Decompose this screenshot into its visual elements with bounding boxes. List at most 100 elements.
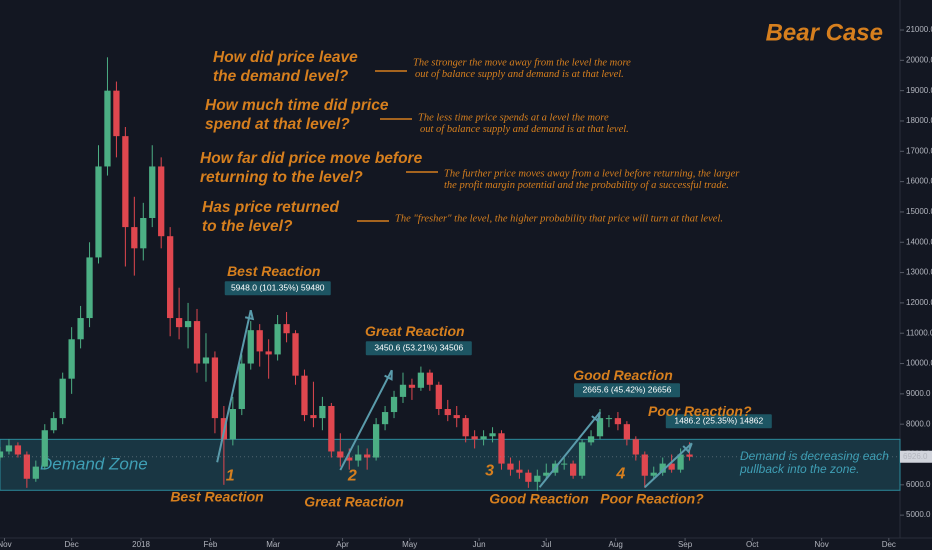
y-tick-label: 21000.0 [906,25,932,34]
candle-body [632,439,639,455]
candle-body [355,454,362,461]
y-tick-label: 15000.0 [906,207,932,216]
x-tick-label: Sep [678,540,693,549]
candle-body [211,357,219,419]
candle-body [319,405,326,419]
candle-body [292,333,299,376]
candle-body [426,372,433,385]
y-tick-label: 5000.0 [906,510,931,519]
measure-arrow [644,442,693,488]
x-tick-label: May [402,540,417,549]
x-tick-label: Nov [0,540,12,549]
measure-arrowhead [244,309,255,321]
reaction-number: 2 [347,467,357,484]
candle-body [346,457,353,461]
reaction-title: Good Reaction [573,367,673,383]
candle-body [641,454,648,476]
question-line: returning to the level? [200,169,363,186]
x-tick-label: 2018 [132,540,150,549]
candle-body [32,466,39,479]
reaction-bottom-label: Great Reaction [304,494,404,510]
reaction-number: 4 [615,465,625,482]
candle-body [167,236,174,319]
candle-body [68,339,75,379]
reaction-bottom-label: Best Reaction [170,489,263,505]
candle-body [149,166,156,219]
candle-body [0,451,4,458]
candle-body [184,321,192,328]
y-tick-label: 19000.0 [906,86,932,95]
x-tick-label: Jun [473,540,486,549]
explanation-line: The stronger the move away from the leve… [413,57,631,68]
demand-zone-label: Demand Zone [40,454,148,473]
candle-body [534,475,541,482]
y-tick-label: 17000.0 [906,146,932,155]
candle-body [587,436,595,443]
candle-body [104,90,111,167]
candle-body [59,378,66,419]
candle-body [480,436,487,440]
candle-body [256,330,263,352]
x-tick-label: Mar [266,540,280,549]
y-tick-label: 6000.0 [906,480,931,489]
candle-body [202,357,210,364]
demand-zone [0,438,901,491]
y-tick-label: 18000.0 [906,116,932,125]
candle-body [95,166,102,258]
candle-body [399,384,407,397]
candle-body [14,445,22,455]
measure-label-box [574,383,680,398]
candle-body [301,375,308,416]
candle-body [50,418,57,431]
x-tick-label: Jul [541,540,551,549]
reaction-title: Best Reaction [227,263,320,279]
reaction-title: Great Reaction [365,323,465,339]
question-line: the demand level? [213,68,349,85]
candle-body [605,418,613,420]
y-tick-label: 12000.0 [906,298,932,307]
candle-body [238,363,245,410]
candle-body [274,324,281,355]
zone-note: pullback into the zone. [739,462,859,476]
candle-body [140,218,147,249]
candle-body [507,463,514,470]
x-tick-label: Aug [609,540,623,549]
candle-body [5,445,13,452]
y-tick-label: 10000.0 [906,359,932,368]
y-tick-label: 11000.0 [906,328,932,337]
x-tick-label: Nov [815,540,829,549]
candle-body [390,396,398,413]
x-tick-label: Apr [336,540,349,549]
candle-body [596,418,604,437]
candle-body [570,463,577,476]
question-line: How far did price move before [200,150,423,167]
candle-body [193,321,201,364]
y-tick-label: 9000.0 [906,389,931,398]
candle-body [372,424,380,458]
candle-body [471,436,478,440]
x-tick-label: Feb [204,540,218,549]
candle-body [686,454,693,457]
candle-body [614,418,622,425]
chart-title: Bear Case [766,19,883,46]
reaction-number: 3 [485,462,494,479]
question-line: Has price returned [202,199,339,216]
y-tick-label: 8000.0 [906,419,931,428]
measure-label: 3450.6 (53.21%) 34506 [374,342,463,352]
question-line: spend at that level? [205,116,350,133]
candle-body [489,433,496,437]
y-tick-label: 13000.0 [906,268,932,277]
candle-body [498,433,505,464]
explanation-line: the profit margin potential and the prob… [444,180,729,191]
candle-body [86,257,93,319]
question-line: to the level? [202,218,293,235]
measure-arrow [339,369,393,471]
candle-body [265,351,272,355]
candle-body [131,227,138,249]
zone-note: Demand is decreasing each [740,449,889,463]
candle-body [659,463,666,473]
x-tick-label: Oct [746,540,759,549]
candle-body [23,454,30,479]
